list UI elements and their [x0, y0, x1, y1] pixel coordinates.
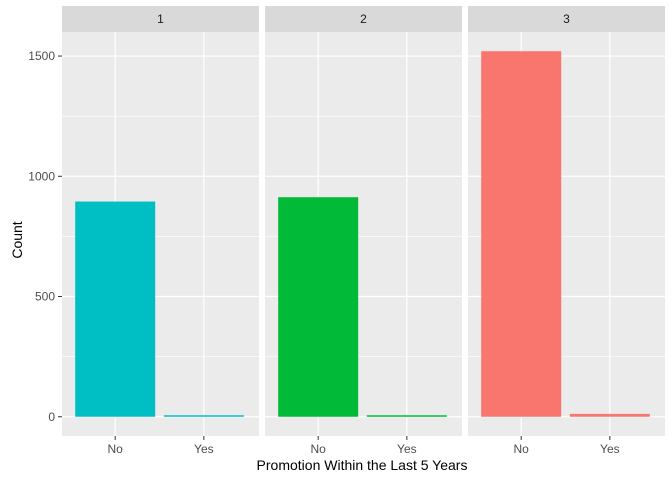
y-tick-label: 500 — [35, 290, 55, 304]
y-tick-label: 0 — [48, 410, 55, 424]
facet-strip — [468, 6, 665, 32]
facet-panel: 2 No Yes — [265, 6, 462, 456]
bar-yes — [163, 415, 244, 417]
x-tick-label: Yes — [397, 442, 417, 456]
facet-panel: 1 No Yes — [62, 6, 259, 456]
y-axis-title: Count — [9, 221, 25, 258]
bar-yes — [569, 413, 650, 417]
x-tick-label: Yes — [600, 442, 620, 456]
x-tick-label: No — [514, 442, 530, 456]
facet-strip-label: 2 — [360, 12, 367, 26]
bar-no — [481, 51, 562, 417]
y-tick-label: 1500 — [28, 49, 55, 63]
facet-strip — [62, 6, 259, 32]
bar-no — [278, 197, 359, 417]
facet-panels: 1 No Yes 2 No Yes 3 No Yes — [62, 6, 665, 456]
facet-strip-label: 1 — [157, 12, 164, 26]
y-tick-label: 1000 — [28, 169, 55, 183]
facet-strip — [265, 6, 462, 32]
facet-panel: 3 No Yes — [468, 6, 665, 456]
bar-yes — [366, 415, 447, 417]
bar-no — [75, 201, 156, 417]
x-axis-title: Promotion Within the Last 5 Years — [257, 457, 468, 473]
x-tick-label: No — [311, 442, 327, 456]
y-axis: 0 500 1000 1500 — [28, 49, 62, 424]
facet-strip-label: 3 — [563, 12, 570, 26]
x-tick-label: No — [108, 442, 124, 456]
x-tick-label: Yes — [194, 442, 214, 456]
